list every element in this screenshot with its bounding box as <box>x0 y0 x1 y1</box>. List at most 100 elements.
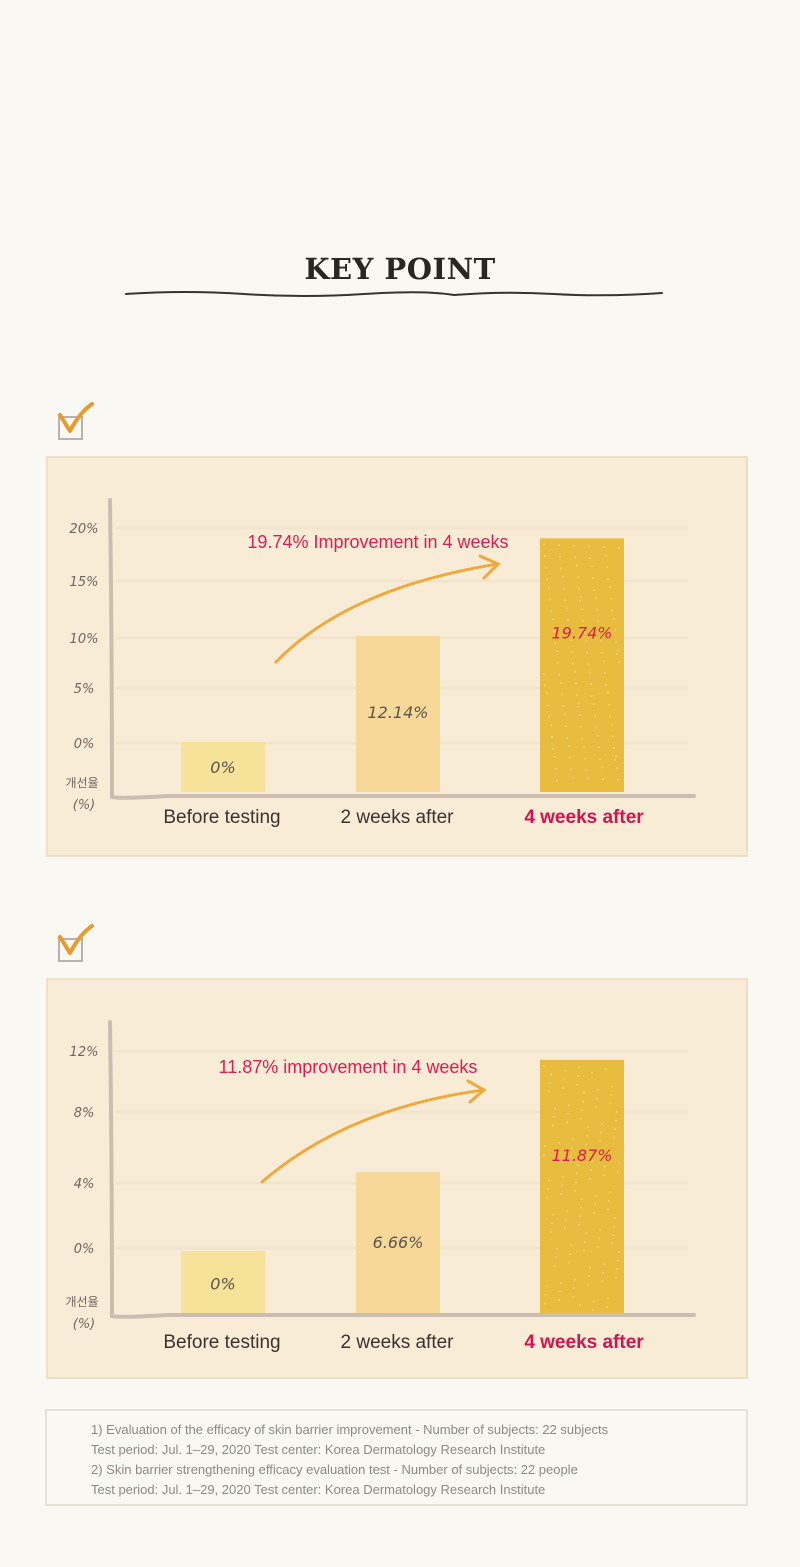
bar-texture <box>593 1300 595 1303</box>
bar-texture <box>614 1216 616 1219</box>
y-axis-unit: (%) <box>73 1317 96 1332</box>
trend-arrow <box>274 562 500 664</box>
footnote-box: 1) Evaluation of the efficacy of skin ba… <box>45 1409 748 1506</box>
bar-texture <box>585 1143 587 1146</box>
bar-texture <box>594 714 596 717</box>
bar-texture <box>610 597 612 600</box>
bar-texture <box>572 776 574 779</box>
bar-texture <box>608 703 610 706</box>
trend-arrow-head <box>478 554 501 580</box>
bar-texture <box>611 1085 613 1088</box>
bar-texture <box>605 554 607 557</box>
bar-texture <box>610 1093 612 1096</box>
bar-texture <box>586 1134 588 1137</box>
x-label-2-weeks-after: 2 weeks after <box>340 1332 454 1353</box>
bar-texture <box>587 1126 589 1129</box>
bar-texture <box>572 1138 574 1141</box>
bar-texture <box>614 1128 616 1131</box>
bar-texture <box>580 725 582 728</box>
bar-texture <box>574 1189 576 1192</box>
y-tick-label: 5% <box>74 682 95 697</box>
bar-texture <box>588 1275 590 1278</box>
bar-texture <box>608 1199 610 1202</box>
bar-texture <box>577 1075 579 1078</box>
bar-texture <box>557 1150 559 1153</box>
bar-texture <box>615 1276 617 1279</box>
bar-texture <box>546 1196 548 1199</box>
bar-texture <box>562 705 564 708</box>
bar-texture <box>582 619 584 622</box>
bar-texture <box>547 704 549 707</box>
bar-texture <box>601 652 603 655</box>
bar-texture <box>605 1068 607 1071</box>
bar-texture <box>605 1157 607 1160</box>
bar-texture <box>595 597 597 600</box>
bar-texture <box>552 1124 554 1127</box>
y-tick-label: 12% <box>70 1045 99 1060</box>
bar-texture <box>603 660 605 663</box>
bar-texture <box>555 767 557 770</box>
bar-texture <box>543 543 545 546</box>
bar-texture <box>601 1122 603 1125</box>
bar-texture <box>550 1230 552 1233</box>
bar-texture <box>609 1102 611 1105</box>
bar-texture <box>569 756 571 759</box>
bar-texture <box>568 1104 570 1107</box>
bar-texture <box>561 1184 563 1187</box>
bar-texture <box>615 641 617 644</box>
bar-texture <box>617 649 619 652</box>
bar-texture <box>558 1141 560 1144</box>
bar-texture <box>569 1252 571 1255</box>
y-axis-title: 개선율 <box>65 1295 98 1309</box>
bar-texture <box>587 1283 589 1286</box>
bar-value-label: 0% <box>210 758 235 777</box>
bar-texture <box>566 736 568 739</box>
bar-texture <box>603 546 605 549</box>
bar-value-label: 0% <box>210 1275 235 1294</box>
checkbox-check-icon <box>56 402 96 447</box>
bar-texture <box>579 599 581 602</box>
bar-texture <box>577 705 579 708</box>
bar-texture <box>597 1088 599 1091</box>
bar-texture <box>566 1121 568 1124</box>
bar-texture <box>596 1097 598 1100</box>
bar-texture <box>617 778 619 781</box>
bar-texture <box>597 734 599 737</box>
bar-texture <box>544 1145 546 1148</box>
bar-texture <box>602 778 604 781</box>
bar-texture <box>576 564 578 567</box>
bar-texture <box>564 599 566 602</box>
bar-texture <box>615 755 617 758</box>
bar-texture <box>574 556 576 559</box>
bar-texture <box>556 779 558 782</box>
y-tick-label: 20% <box>70 522 99 537</box>
bar-texture <box>578 1066 580 1069</box>
improvement-annotation: 11.87% improvement in 4 weeks <box>219 1057 478 1077</box>
bar-texture <box>574 670 576 673</box>
bar-texture <box>593 588 595 591</box>
bar-texture <box>556 1158 558 1161</box>
bar-texture <box>570 639 572 642</box>
bar-texture <box>562 575 564 578</box>
bar-texture <box>606 566 608 569</box>
bar-texture <box>597 1246 599 1249</box>
bar-texture <box>586 651 588 654</box>
bar-texture <box>566 1210 568 1213</box>
bar-texture <box>562 1087 564 1090</box>
bar-texture <box>585 639 587 642</box>
bar-texture <box>616 767 618 770</box>
bar-texture <box>548 1090 550 1093</box>
bar-texture <box>615 1119 617 1122</box>
bar-texture <box>603 1263 605 1266</box>
bar-texture <box>604 1165 606 1168</box>
bar-texture <box>568 630 570 633</box>
bar-texture <box>581 737 583 740</box>
bar-texture <box>574 1278 576 1281</box>
bar-texture <box>567 619 569 622</box>
bar <box>540 538 624 792</box>
bar-texture <box>565 725 567 728</box>
bar-texture <box>594 1203 596 1206</box>
bar-texture <box>566 607 568 610</box>
bar-texture <box>575 1181 577 1184</box>
bar-texture <box>613 1225 615 1228</box>
